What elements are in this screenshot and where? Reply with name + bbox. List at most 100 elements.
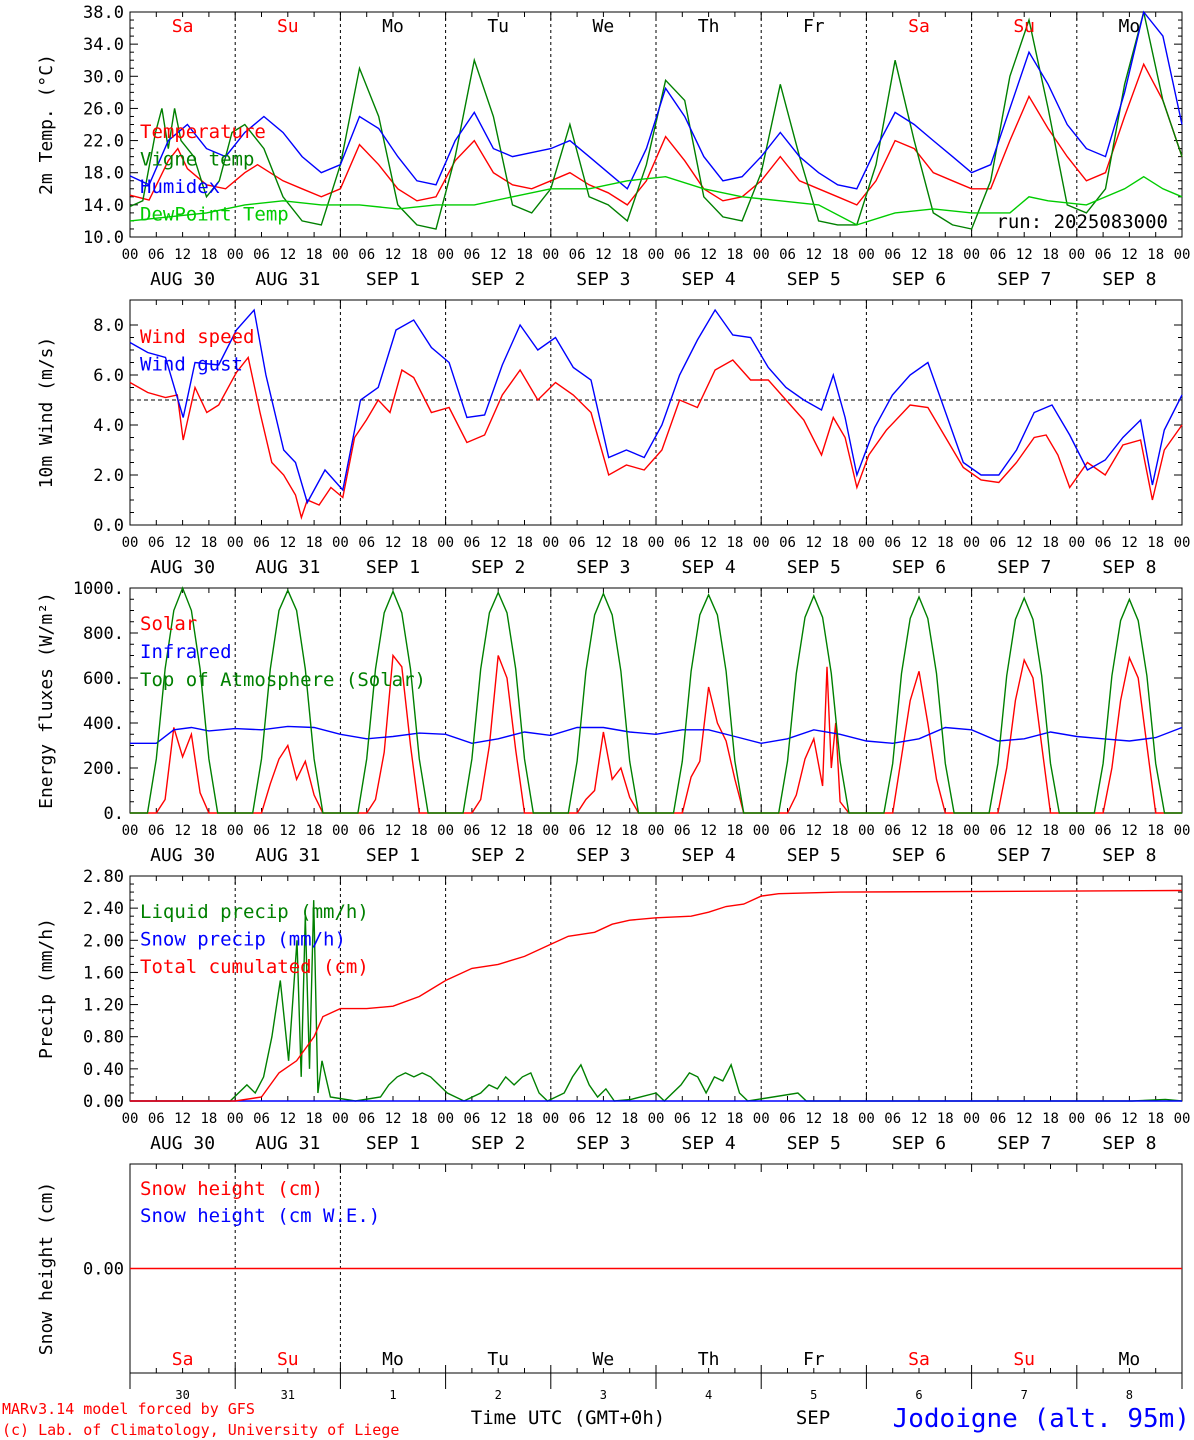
hour-tick-label: 00 xyxy=(753,535,770,551)
hour-tick-label: 06 xyxy=(148,247,165,263)
hour-tick-label: 12 xyxy=(279,535,296,551)
hour-tick-label: 18 xyxy=(832,823,849,839)
y-tick-label: 1.60 xyxy=(83,963,124,983)
legend-entry: DewPoint Temp xyxy=(140,204,289,226)
hour-tick-label: 12 xyxy=(700,1111,717,1127)
hour-tick-label: 12 xyxy=(1121,1111,1138,1127)
day-name: Mo xyxy=(382,16,404,37)
y-tick-label: 1000. xyxy=(73,579,124,599)
y-tick-label: 400. xyxy=(83,714,124,734)
snow-panel: 0.00 Snow height (cm) Snow height (cm) Snow… xyxy=(36,1163,1183,1402)
date-label: SEP 6 xyxy=(892,557,946,578)
hour-tick-label: 12 xyxy=(1121,535,1138,551)
day-number: 8 xyxy=(1126,1388,1133,1402)
date-label: SEP 4 xyxy=(682,557,736,578)
hour-tick-label: 00 xyxy=(227,247,244,263)
hour-tick-label: 12 xyxy=(174,823,191,839)
day-name: Su xyxy=(1013,16,1035,37)
y-axis-label: 10m Wind (m/s) xyxy=(36,337,57,489)
hour-tick-label: 00 xyxy=(753,1111,770,1127)
hour-tick-label: 00 xyxy=(437,535,454,551)
hour-tick-label: 06 xyxy=(569,1111,586,1127)
day-name: Mo xyxy=(382,1349,404,1370)
day-name: We xyxy=(593,1349,615,1370)
date-label: SEP 5 xyxy=(787,269,841,290)
y-tick-label: 600. xyxy=(83,669,124,689)
y-axis-label: Energy fluxes (W/m²) xyxy=(36,592,57,809)
hour-tick-label: 06 xyxy=(674,535,691,551)
hour-tick-label: 18 xyxy=(1147,823,1164,839)
hour-tick-label: 06 xyxy=(463,823,480,839)
legend-entry: Solar xyxy=(140,613,197,635)
hour-tick-label: 18 xyxy=(726,823,743,839)
hour-tick-label: 18 xyxy=(621,823,638,839)
series-line-humidex xyxy=(129,10,1183,190)
series-line-liquid-precip-mm-h- xyxy=(130,900,1183,1102)
date-label: AUG 31 xyxy=(255,557,320,578)
hour-tick-label: 06 xyxy=(358,247,375,263)
hour-tick-label: 06 xyxy=(569,823,586,839)
date-label: SEP 5 xyxy=(787,557,841,578)
hour-tick-label: 06 xyxy=(358,823,375,839)
hour-tick-label: 00 xyxy=(227,1111,244,1127)
date-label: SEP 1 xyxy=(366,845,420,866)
hour-tick-label: 00 xyxy=(437,823,454,839)
hour-tick-label: 06 xyxy=(674,823,691,839)
hour-tick-label: 06 xyxy=(884,823,901,839)
hour-tick-label: 12 xyxy=(385,247,402,263)
date-label: SEP 3 xyxy=(576,557,630,578)
y-tick-label: 22.0 xyxy=(83,132,124,152)
hour-tick-label: 00 xyxy=(1068,247,1085,263)
date-label: SEP 6 xyxy=(892,269,946,290)
legend-entry: Snow precip (mm/h) xyxy=(140,929,346,951)
hour-tick-label: 18 xyxy=(516,535,533,551)
date-label: SEP 2 xyxy=(471,557,525,578)
hour-tick-label: 18 xyxy=(200,1111,217,1127)
legend-entry: Top of Atmosphere (Solar) xyxy=(140,669,426,691)
series-line-dewpoint-temp xyxy=(129,175,1183,226)
hour-tick-label: 06 xyxy=(779,247,796,263)
hour-tick-label: 06 xyxy=(779,1111,796,1127)
hour-tick-label: 00 xyxy=(227,535,244,551)
date-label: SEP 1 xyxy=(366,557,420,578)
hour-tick-label: 06 xyxy=(253,535,270,551)
date-label: SEP 4 xyxy=(682,1133,736,1154)
wind-panel: 0.0 2.0 4.0 6.0 8.0 10m Wind (m/s) Wind speed W… xyxy=(36,299,1191,578)
hour-tick-label: 12 xyxy=(805,1111,822,1127)
day-number: 6 xyxy=(915,1388,922,1402)
hour-tick-label: 00 xyxy=(542,1111,559,1127)
hour-tick-label: 12 xyxy=(700,247,717,263)
hour-tick-label: 12 xyxy=(490,535,507,551)
hour-tick-label: 18 xyxy=(1042,823,1059,839)
day-name: Su xyxy=(277,1349,299,1370)
y-tick-label: 30.0 xyxy=(83,67,124,87)
hour-tick-label: 12 xyxy=(490,823,507,839)
time-axis-label: Time UTC (GMT+0h) xyxy=(471,1407,665,1429)
day-number: 1 xyxy=(389,1388,396,1402)
hour-tick-label: 00 xyxy=(227,823,244,839)
hour-tick-label: 06 xyxy=(148,823,165,839)
date-label: SEP 2 xyxy=(471,269,525,290)
y-tick-label: 0.00 xyxy=(83,1260,124,1280)
y-tick-label: 2.0 xyxy=(93,466,124,486)
precip-panel: 0.00 0.40 0.80 1.20 1.60 2.00 2.40 2.80 Precip (… xyxy=(36,867,1190,1154)
y-tick-label: 10.0 xyxy=(83,228,124,248)
hour-tick-label: 00 xyxy=(542,535,559,551)
date-label: SEP 7 xyxy=(997,845,1051,866)
day-name: Tu xyxy=(487,16,509,37)
hour-tick-label: 18 xyxy=(200,535,217,551)
series-line-solar xyxy=(130,653,1182,814)
date-label: AUG 31 xyxy=(255,269,320,290)
hour-tick-label: 06 xyxy=(463,535,480,551)
hour-tick-label: 12 xyxy=(595,1111,612,1127)
hour-tick-label: 12 xyxy=(700,535,717,551)
hour-tick-label: 18 xyxy=(306,247,323,263)
hour-tick-label: 06 xyxy=(253,823,270,839)
date-label: SEP 3 xyxy=(576,845,630,866)
hour-tick-label: 00 xyxy=(963,1111,980,1127)
hour-tick-label: 06 xyxy=(989,823,1006,839)
hour-tick-label: 00 xyxy=(1174,535,1191,551)
legend-entry: Total cumulated (cm) xyxy=(140,956,369,978)
hour-tick-label: 12 xyxy=(1121,823,1138,839)
date-label: SEP 4 xyxy=(682,269,736,290)
